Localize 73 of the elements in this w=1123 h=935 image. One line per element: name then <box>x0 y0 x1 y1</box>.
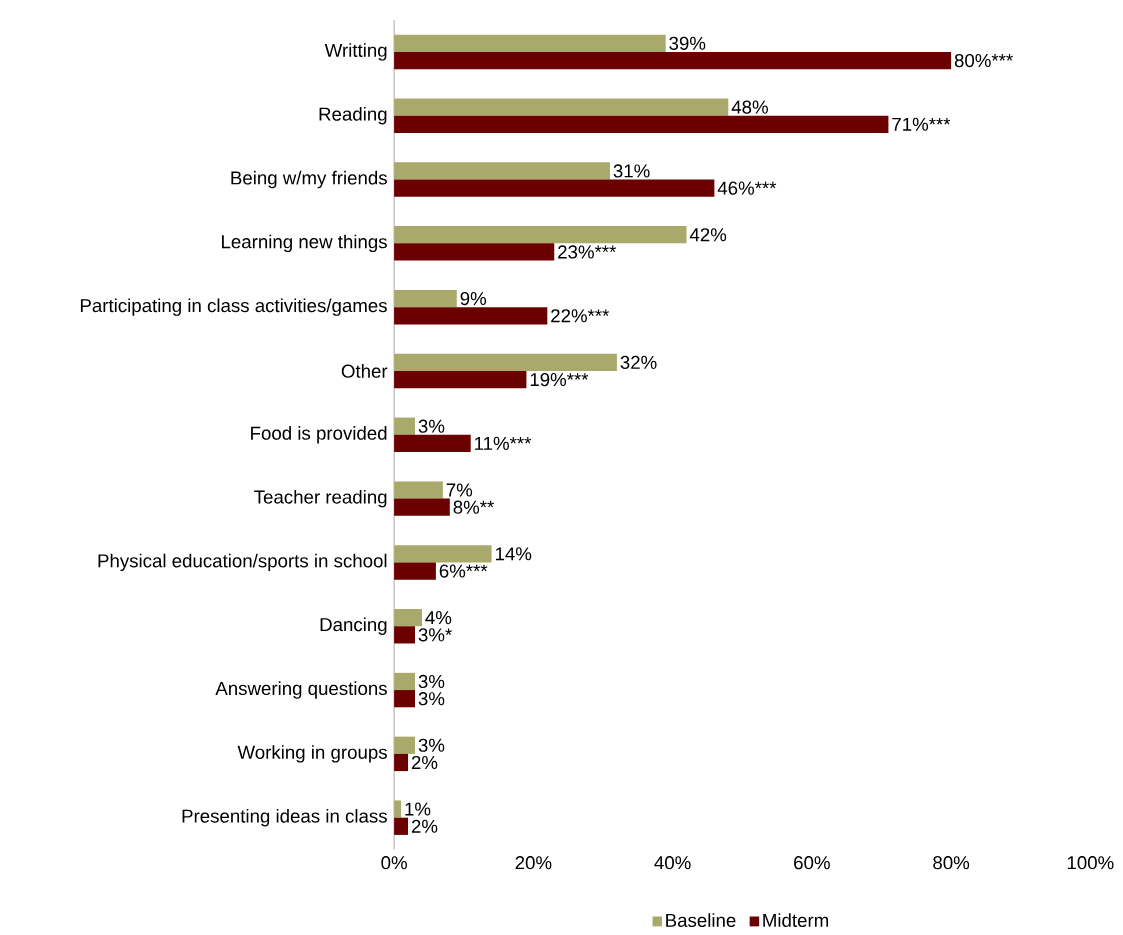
x-tick-label: 40% <box>654 856 691 870</box>
bar <box>394 34 666 52</box>
data-label: 2% <box>411 819 438 833</box>
data-label: 71%*** <box>892 117 951 131</box>
x-tick-label: 20% <box>515 856 552 870</box>
bar <box>394 800 402 818</box>
bar <box>394 609 422 627</box>
y-tick-label: Answering questions <box>215 681 387 699</box>
x-tick-label: 80% <box>933 856 970 870</box>
y-tick-label: Writting <box>324 43 387 61</box>
legend-label: Midterm <box>763 913 829 928</box>
data-label: 80%*** <box>954 53 1013 68</box>
y-tick-label: Food is provided <box>251 426 387 444</box>
bar <box>394 672 416 691</box>
data-label: 4% <box>425 611 452 625</box>
data-label: 1% <box>405 802 431 816</box>
bar <box>394 226 687 244</box>
bar <box>394 289 457 308</box>
data-label: 9% <box>460 291 487 306</box>
bar <box>394 179 715 197</box>
bar <box>394 307 548 325</box>
bar <box>394 243 555 261</box>
data-label: 48% <box>731 100 768 114</box>
data-label: 22%*** <box>551 309 610 323</box>
data-label: 42% <box>689 228 727 242</box>
data-label: 23%*** <box>558 245 617 259</box>
y-tick-label: Teacher reading <box>254 489 387 508</box>
bar <box>394 562 436 580</box>
data-label: 14% <box>495 547 532 561</box>
y-tick-label: Working in groups <box>237 745 387 763</box>
bar <box>394 417 416 435</box>
y-tick-label: Presenting ideas in class <box>182 809 387 827</box>
bar <box>394 481 443 499</box>
bar <box>394 98 729 116</box>
bar <box>394 353 617 372</box>
bar <box>394 690 416 708</box>
data-label: 3% <box>418 692 445 706</box>
data-label: 3% <box>418 674 445 689</box>
data-label: 2% <box>411 755 438 770</box>
data-label: 19%*** <box>530 373 589 387</box>
data-label: 39% <box>669 36 706 50</box>
data-label: 3%* <box>418 628 452 642</box>
x-tick-label: 60% <box>794 856 830 870</box>
x-tick-label: 0% <box>381 856 407 870</box>
bar <box>394 736 416 754</box>
bar <box>394 51 952 70</box>
data-label: 32% <box>620 355 657 370</box>
bar <box>394 498 450 516</box>
data-label: 11%*** <box>475 436 532 450</box>
bar <box>394 371 527 389</box>
y-tick-label: Physical education/sports in school <box>98 553 387 572</box>
data-label: 7% <box>446 483 473 497</box>
data-label: 31% <box>613 164 650 178</box>
bar <box>394 817 409 835</box>
bar <box>394 115 889 133</box>
bar <box>394 434 471 453</box>
x-tick-label: 100% <box>1067 856 1114 870</box>
y-tick-label: Participating in class activities/games <box>80 298 387 316</box>
legend-label: Baseline <box>666 913 736 928</box>
data-label: 8%** <box>453 500 494 514</box>
data-label: 3% <box>418 738 445 752</box>
y-tick-label: Reading <box>319 107 387 125</box>
bar <box>394 753 409 772</box>
data-label: 46%*** <box>717 181 777 195</box>
bar <box>394 162 610 180</box>
y-tick-label: Being w/my friends <box>231 170 387 189</box>
data-label: 6%*** <box>439 564 488 578</box>
bar <box>394 545 492 563</box>
bar <box>394 626 416 644</box>
y-tick-label: Other <box>341 364 388 378</box>
y-tick-label: Learning new things <box>222 234 387 253</box>
y-tick-label: Dancing <box>320 617 387 635</box>
data-label: 3% <box>418 419 445 433</box>
